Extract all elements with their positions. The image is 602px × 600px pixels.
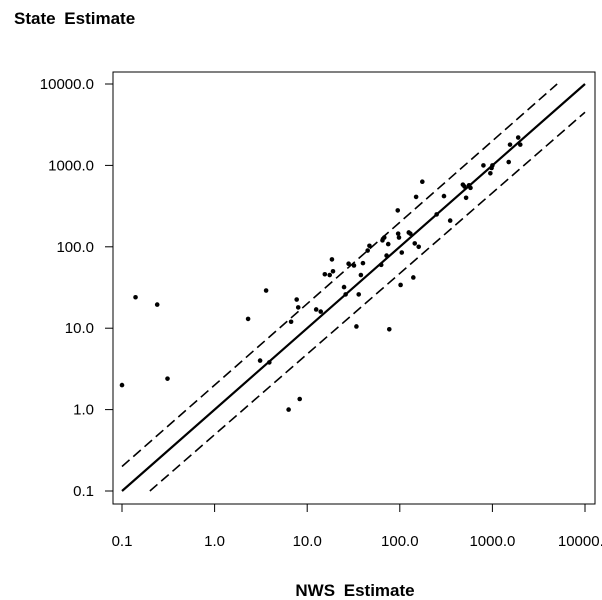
data-point xyxy=(399,250,405,255)
data-point xyxy=(318,309,324,314)
data-point xyxy=(294,297,299,302)
data-point xyxy=(412,241,418,246)
data-point xyxy=(515,135,521,140)
data-point xyxy=(288,319,294,325)
data-point xyxy=(507,142,513,147)
chart-title: State Estimate xyxy=(14,9,135,28)
x-tick-label: 1000.0 xyxy=(469,533,515,550)
data-point xyxy=(330,269,336,274)
tolerance-dashed-line xyxy=(121,83,558,468)
data-point xyxy=(367,243,372,249)
data-point xyxy=(286,407,291,412)
data-point xyxy=(434,212,439,217)
x-axis: 0.1 1.0 10.0 100.0 1000.0 10000.0 xyxy=(112,503,602,550)
data-point xyxy=(360,260,366,266)
data-point xyxy=(462,184,467,189)
data-point xyxy=(327,272,333,278)
x-tick-label: 10.0 xyxy=(293,533,322,550)
data-point xyxy=(267,360,272,365)
data-point xyxy=(447,218,453,223)
data-point xyxy=(395,231,401,236)
tolerance-dashed-line xyxy=(149,111,586,492)
data-point xyxy=(395,208,401,213)
data-point xyxy=(133,294,138,300)
data-point xyxy=(481,163,486,168)
data-point xyxy=(297,396,303,402)
data-point xyxy=(517,142,523,147)
data-point xyxy=(384,253,389,258)
data-point xyxy=(365,248,370,253)
data-point xyxy=(411,275,416,280)
data-point xyxy=(165,376,170,381)
data-point xyxy=(398,282,403,288)
data-point xyxy=(341,284,347,290)
data-point xyxy=(420,179,425,185)
data-point xyxy=(385,241,391,247)
y-tick-label: 10000.0 xyxy=(40,76,94,93)
reference-lines xyxy=(121,83,586,492)
data-point xyxy=(329,257,335,262)
data-point xyxy=(381,235,387,240)
data-point xyxy=(263,288,269,293)
data-point xyxy=(468,185,473,191)
data-point xyxy=(413,194,419,200)
data-point xyxy=(358,272,364,278)
y-tick-label: 0.1 xyxy=(73,483,94,500)
data-point xyxy=(506,159,512,165)
data-point xyxy=(356,292,362,297)
data-point xyxy=(343,292,348,297)
data-point xyxy=(378,262,384,268)
data-point xyxy=(354,324,359,329)
data-point xyxy=(488,170,493,176)
data-point xyxy=(463,195,469,201)
data-point xyxy=(119,382,125,388)
x-tick-label: 10000.0 xyxy=(558,533,602,550)
data-point xyxy=(386,326,392,332)
y-tick-label: 10.0 xyxy=(65,320,94,337)
data-point xyxy=(351,263,357,268)
data-point xyxy=(396,235,402,240)
x-tick-label: 0.1 xyxy=(112,533,133,550)
y-axis: 0.1 1.0 10.0 100.0 1000.0 10000.0 xyxy=(40,76,114,500)
data-point xyxy=(416,244,422,250)
data-point xyxy=(313,307,319,312)
y-tick-label: 1000.0 xyxy=(48,157,94,174)
data-point xyxy=(441,193,447,199)
x-axis-label: NWS Estimate xyxy=(295,581,414,600)
y-tick-label: 1.0 xyxy=(73,402,94,419)
data-point xyxy=(490,163,495,168)
data-point xyxy=(322,271,328,277)
data-points xyxy=(119,135,523,412)
y-tick-label: 100.0 xyxy=(56,239,94,256)
data-point xyxy=(257,358,263,363)
x-tick-label: 1.0 xyxy=(204,533,225,550)
x-tick-label: 100.0 xyxy=(381,533,419,550)
data-point xyxy=(154,302,160,307)
data-point xyxy=(295,305,301,310)
data-point xyxy=(346,261,351,266)
data-point xyxy=(408,231,413,236)
identity-line xyxy=(121,83,586,492)
data-point xyxy=(245,316,251,322)
